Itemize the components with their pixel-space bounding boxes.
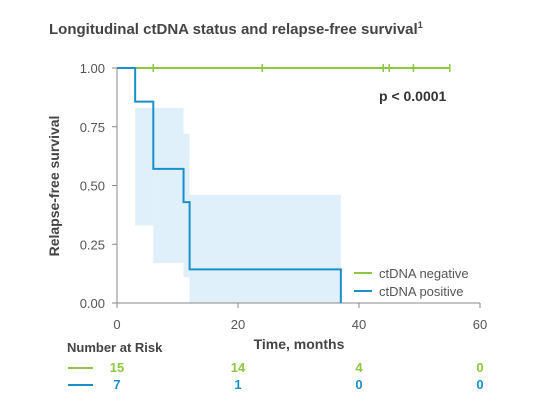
risk-value: 4	[355, 360, 363, 375]
x-ticks: 0 20 40 60	[113, 303, 487, 332]
series-line-1	[117, 67, 342, 303]
confidence-band	[135, 107, 341, 303]
x-tick-label: 40	[352, 317, 366, 332]
survival-lines	[117, 64, 451, 303]
ci-band-1	[153, 107, 184, 264]
risk-value: 1	[234, 377, 241, 392]
risk-value: 14	[231, 360, 246, 375]
p-value-annotation: p < 0.0001	[379, 88, 447, 104]
ci-band-2	[183, 133, 190, 278]
legend: ctDNA negative ctDNA positive	[354, 266, 469, 299]
chart-title-superscript: 1	[418, 20, 423, 30]
x-axis-label: Time, months	[254, 336, 345, 352]
y-tick-label: 0.00	[80, 296, 105, 311]
y-ticks: 0.00 0.25 0.50 0.75 1.00	[80, 61, 117, 311]
y-tick-label: 0.50	[80, 179, 105, 194]
y-axis-label: Relapse-free survival	[46, 116, 62, 257]
risk-value: 0	[355, 377, 362, 392]
y-tick-label: 1.00	[80, 61, 105, 76]
chart-title: Longitudinal ctDNA status and relapse-fr…	[49, 20, 423, 38]
y-tick-label: 0.25	[80, 237, 105, 252]
risk-value: 7	[113, 377, 120, 392]
x-tick-label: 20	[231, 317, 245, 332]
y-tick-label: 0.75	[80, 120, 105, 135]
x-tick-label: 60	[473, 317, 487, 332]
legend-label-positive: ctDNA positive	[379, 284, 464, 299]
x-tick-label: 0	[113, 317, 120, 332]
chart-title-text: Longitudinal ctDNA status and relapse-fr…	[49, 21, 418, 38]
ci-band-0	[135, 107, 154, 226]
risk-value: 0	[476, 377, 483, 392]
risk-value: 15	[110, 360, 124, 375]
legend-label-negative: ctDNA negative	[379, 266, 469, 281]
ci-band-3	[189, 194, 341, 303]
risk-value: 0	[476, 360, 483, 375]
risk-table-title: Number at Risk	[67, 340, 163, 355]
risk-table: 15 14 4 0 7 1 0 0	[68, 360, 484, 392]
